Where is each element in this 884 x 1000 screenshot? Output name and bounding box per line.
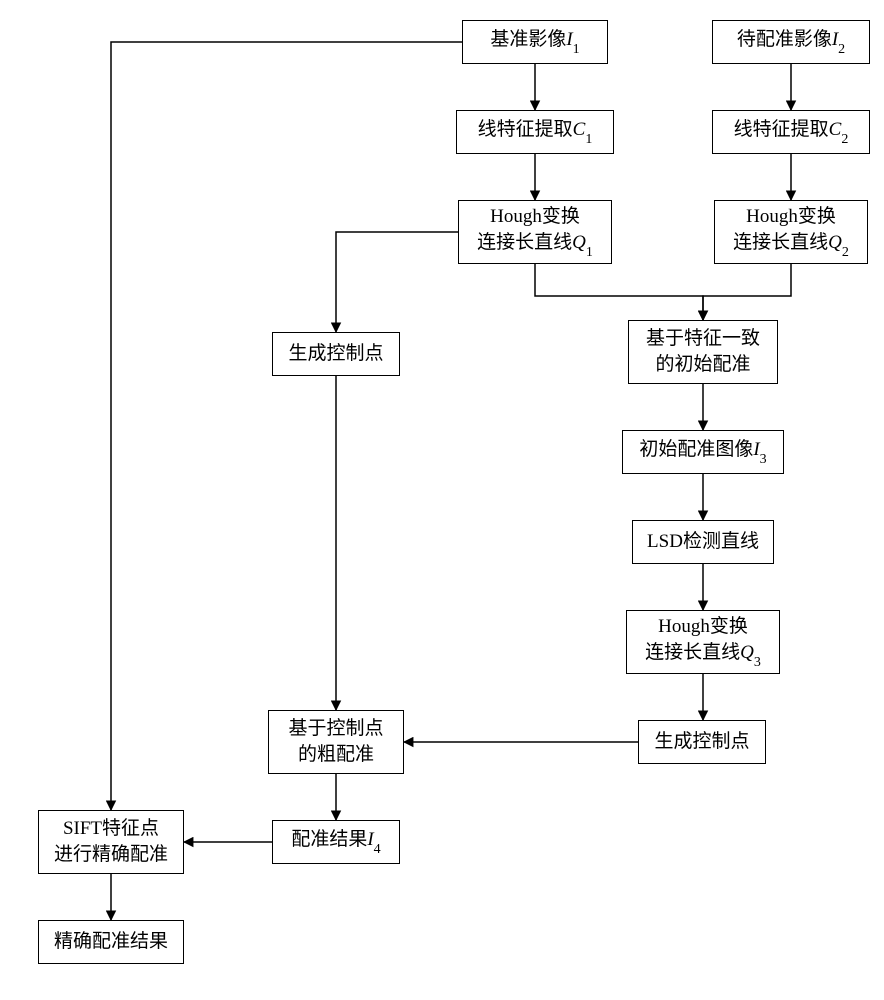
- flowchart-node-n16: 精确配准结果: [38, 920, 184, 964]
- flowchart-node-n12: 生成控制点: [638, 720, 766, 764]
- edge-n1-n15: [111, 42, 462, 810]
- edge-n5-n8: [336, 232, 458, 332]
- flowchart-node-n7: 基于特征一致 的初始配准: [628, 320, 778, 384]
- flowchart-node-n9: 初始配准图像I3: [622, 430, 784, 474]
- flowchart-node-n6: Hough变换 连接长直线Q2: [714, 200, 868, 264]
- flowchart-node-n14: 配准结果I4: [272, 820, 400, 864]
- flowchart-node-n8: 生成控制点: [272, 332, 400, 376]
- edge-n6-n7: [703, 264, 791, 320]
- flowchart-node-n4: 线特征提取C2: [712, 110, 870, 154]
- flowchart-node-n15: SIFT特征点 进行精确配准: [38, 810, 184, 874]
- flowchart-node-n1: 基准影像I1: [462, 20, 608, 64]
- flowchart-node-n5: Hough变换 连接长直线Q1: [458, 200, 612, 264]
- flowchart-node-n2: 待配准影像I2: [712, 20, 870, 64]
- flowchart-node-n11: Hough变换 连接长直线Q3: [626, 610, 780, 674]
- edge-n5-n7: [535, 264, 703, 320]
- flowchart-node-n13: 基于控制点 的粗配准: [268, 710, 404, 774]
- flowchart-node-n3: 线特征提取C1: [456, 110, 614, 154]
- flowchart-node-n10: LSD检测直线: [632, 520, 774, 564]
